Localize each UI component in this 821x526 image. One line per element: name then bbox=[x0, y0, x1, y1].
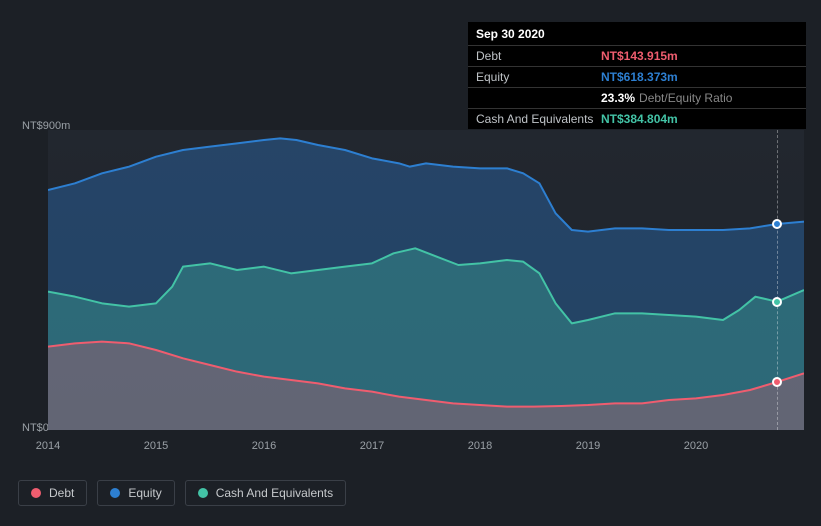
tooltip-value: 23.3% Debt/Equity Ratio bbox=[601, 92, 732, 104]
legend-label: Debt bbox=[49, 486, 74, 500]
chart-tooltip: Sep 30 2020 Debt NT$143.915m Equity NT$6… bbox=[468, 22, 806, 129]
chart-plot[interactable] bbox=[48, 130, 804, 430]
legend-item-cash[interactable]: Cash And Equivalents bbox=[185, 480, 346, 506]
series-marker bbox=[772, 377, 782, 387]
legend-item-equity[interactable]: Equity bbox=[97, 480, 174, 506]
series-marker bbox=[772, 297, 782, 307]
tooltip-row-equity: Equity NT$618.373m bbox=[468, 67, 806, 88]
legend-label: Equity bbox=[128, 486, 161, 500]
tooltip-date: Sep 30 2020 bbox=[468, 22, 806, 46]
y-label-min: NT$0 bbox=[22, 422, 49, 434]
x-tick: 2018 bbox=[468, 440, 492, 452]
legend: Debt Equity Cash And Equivalents bbox=[18, 480, 346, 506]
ratio-value: 23.3% bbox=[601, 91, 635, 105]
legend-swatch bbox=[198, 488, 208, 498]
legend-label: Cash And Equivalents bbox=[216, 486, 333, 500]
tooltip-row-debt: Debt NT$143.915m bbox=[468, 46, 806, 67]
legend-swatch bbox=[110, 488, 120, 498]
chart-region: NT$900m NT$0 201420152016201720182019202… bbox=[18, 120, 804, 440]
ratio-sub: Debt/Equity Ratio bbox=[639, 91, 732, 105]
x-axis: 2014201520162017201820192020 bbox=[48, 434, 804, 454]
x-tick: 2014 bbox=[36, 440, 60, 452]
chart-svg bbox=[48, 130, 804, 430]
tooltip-label: Equity bbox=[476, 71, 601, 83]
tooltip-row-ratio: 23.3% Debt/Equity Ratio bbox=[468, 88, 806, 109]
tooltip-label: Debt bbox=[476, 50, 601, 62]
legend-item-debt[interactable]: Debt bbox=[18, 480, 87, 506]
legend-swatch bbox=[31, 488, 41, 498]
x-tick: 2017 bbox=[360, 440, 384, 452]
series-marker bbox=[772, 219, 782, 229]
tooltip-label bbox=[476, 92, 601, 104]
tooltip-value: NT$143.915m bbox=[601, 50, 678, 62]
tooltip-value: NT$618.373m bbox=[601, 71, 678, 83]
x-tick: 2015 bbox=[144, 440, 168, 452]
x-tick: 2019 bbox=[576, 440, 600, 452]
x-tick: 2016 bbox=[252, 440, 276, 452]
x-tick: 2020 bbox=[684, 440, 708, 452]
